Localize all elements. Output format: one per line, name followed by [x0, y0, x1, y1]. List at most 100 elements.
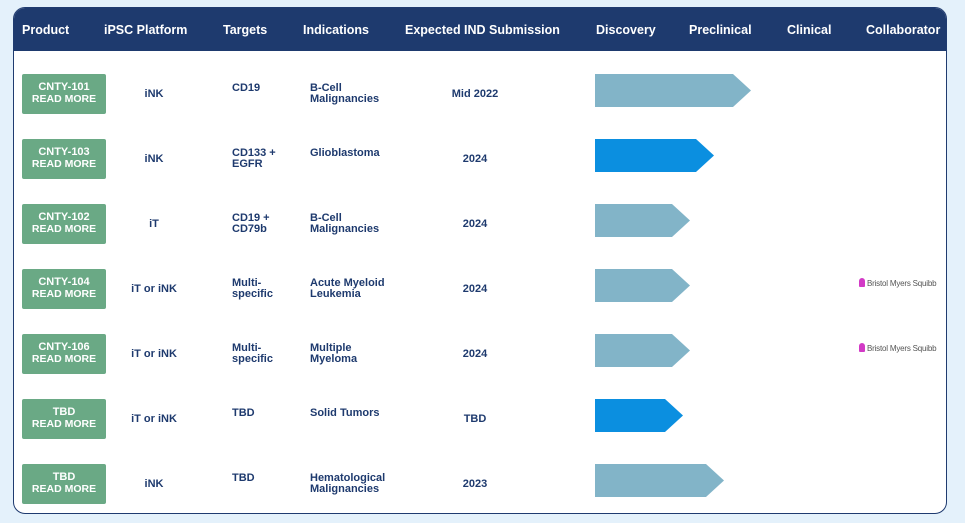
targets-cell: TBD [232, 408, 255, 419]
read-more-button[interactable]: TBD READ MORE [22, 399, 106, 439]
progress-arrow-shape [595, 269, 690, 302]
indication-cell: Hematological Malignancies [310, 473, 385, 495]
indication-line-1: Multiple [310, 342, 352, 354]
product-name: CNTY-106 [38, 341, 90, 353]
indication-line-1: B-Cell [310, 82, 342, 94]
header-indications: Indications [303, 23, 369, 37]
ind-cell: 2024 [462, 218, 488, 230]
indication-line-1: Glioblastoma [310, 147, 380, 159]
product-name: CNTY-102 [38, 211, 90, 223]
header-collaborator: Collaborator [866, 23, 941, 37]
product-name: TBD [52, 406, 76, 418]
progress-bar [595, 399, 685, 432]
table-row: TBD READ MORE iNK TBD Hematological Malignanc… [14, 456, 946, 513]
progress-arrow [595, 334, 690, 367]
indication-line-2: Malignancies [310, 483, 380, 495]
ind-cell: 2024 [462, 283, 488, 295]
targets-line-1: CD19 [232, 82, 261, 94]
read-more-label: READ MORE [31, 93, 97, 105]
ind-cell: TBD [463, 413, 487, 425]
indication-cell: Acute Myeloid Leukemia [310, 278, 385, 300]
targets-line-1: CD133 + [232, 147, 276, 159]
platform-cell: iNK [144, 88, 164, 100]
targets-line-2: CD79b [232, 223, 267, 235]
ind-cell: Mid 2022 [451, 88, 499, 100]
ind-cell: 2024 [462, 348, 488, 360]
indication-line-1: Acute Myeloid [310, 277, 385, 289]
read-more-label: READ MORE [31, 158, 97, 170]
targets-line-1: Multi- [232, 277, 262, 289]
targets-cell: Multi-specific [232, 343, 273, 365]
platform-cell: iT [149, 218, 159, 230]
platform-cell: iT or iNK [131, 348, 177, 360]
indication-line-1: B-Cell [310, 212, 342, 224]
targets-line-1: TBD [232, 407, 255, 419]
progress-arrow-shape [595, 139, 714, 172]
progress-arrow-shape [595, 464, 724, 497]
progress-arrow [595, 139, 714, 172]
table-row: CNTY-102 READ MORE iT CD19 + CD79b B-Cell Mali… [14, 196, 946, 261]
progress-arrow [595, 204, 690, 237]
progress-arrow [595, 464, 724, 497]
pipeline-table: Product iPSC Platform Targets Indication… [13, 7, 947, 514]
header-platform: iPSC Platform [104, 23, 188, 37]
indication-line-2: Myeloma [310, 353, 358, 365]
read-more-button[interactable]: CNTY-106 READ MORE [22, 334, 106, 374]
header-clinical: Clinical [787, 23, 832, 37]
header-ind: Expected IND Submission [405, 23, 560, 37]
indication-line-2: Malignancies [310, 223, 380, 235]
table-row: TBD READ MORE iT or iNK TBD Solid Tumors TBD [14, 391, 946, 456]
read-more-label: READ MORE [31, 288, 97, 300]
table-row: CNTY-101 READ MORE iNK CD19 B-Cell Malignanci… [14, 66, 946, 131]
platform-cell: iT or iNK [131, 283, 177, 295]
read-more-button[interactable]: CNTY-103 READ MORE [22, 139, 106, 179]
indication-line-1: Solid Tumors [310, 407, 380, 419]
read-more-button[interactable]: CNTY-104 READ MORE [22, 269, 106, 309]
progress-arrow-shape [595, 399, 683, 432]
read-more-label: READ MORE [31, 418, 97, 430]
targets-line-2: specific [232, 288, 273, 300]
collaborator-logo: Bristol Myers Squibb [859, 343, 937, 353]
ind-cell: 2023 [462, 478, 488, 490]
progress-bar [595, 464, 726, 497]
header-preclinical: Preclinical [689, 23, 752, 37]
indication-cell: B-Cell Malignancies [310, 213, 379, 235]
progress-arrow [595, 399, 683, 432]
read-more-label: READ MORE [31, 353, 97, 365]
targets-line-1: CD19 + [232, 212, 270, 224]
progress-arrow-shape [595, 204, 690, 237]
progress-bar [595, 74, 753, 107]
progress-arrow-shape [595, 74, 751, 107]
indication-cell: B-Cell Malignancies [310, 83, 379, 105]
bms-logo-icon [859, 343, 865, 352]
targets-line-2: EGFR [232, 158, 263, 170]
header-product: Product [22, 23, 70, 37]
table-row: CNTY-104 READ MORE iT or iNK Multi-specific… [14, 261, 946, 326]
ind-cell: 2024 [462, 153, 488, 165]
read-more-button[interactable]: TBD READ MORE [22, 464, 106, 504]
product-name: TBD [52, 471, 76, 483]
progress-bar [595, 204, 692, 237]
bms-logo-icon [859, 278, 865, 287]
targets-cell: CD19 [232, 83, 260, 94]
collaborator-name: Bristol Myers Squibb [867, 344, 937, 353]
read-more-button[interactable]: CNTY-102 READ MORE [22, 204, 106, 244]
targets-cell: CD133 + EGFR [232, 148, 276, 170]
read-more-label: READ MORE [31, 223, 97, 235]
product-name: CNTY-103 [38, 146, 90, 158]
progress-bar [595, 139, 716, 172]
progress-bar [595, 269, 692, 302]
header-targets: Targets [223, 23, 268, 37]
progress-arrow [595, 269, 690, 302]
product-name: CNTY-104 [38, 276, 90, 288]
read-more-label: READ MORE [31, 483, 97, 495]
read-more-button[interactable]: CNTY-101 READ MORE [22, 74, 106, 114]
indication-cell: Glioblastoma [310, 148, 380, 159]
progress-arrow [595, 74, 751, 107]
table-header: Product iPSC Platform Targets Indication… [14, 8, 946, 51]
product-name: CNTY-101 [38, 81, 90, 93]
indication-line-2: Malignancies [310, 93, 380, 105]
targets-line-2: specific [232, 353, 273, 365]
targets-cell: CD19 + CD79b [232, 213, 270, 235]
platform-cell: iNK [144, 478, 164, 490]
